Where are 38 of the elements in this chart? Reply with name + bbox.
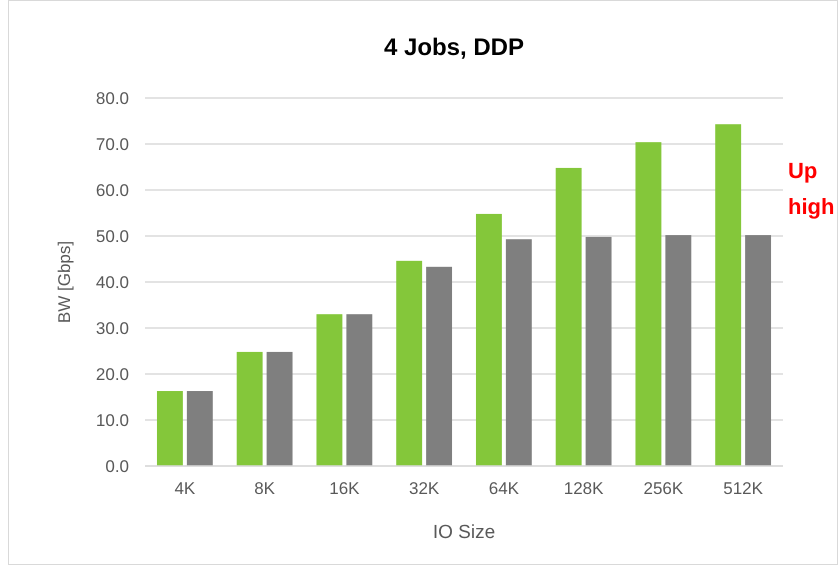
bar — [426, 266, 452, 466]
y-tick-label: 50.0 — [96, 226, 129, 246]
bar — [556, 168, 582, 466]
y-tick-label: 0.0 — [105, 456, 129, 476]
bar — [586, 236, 612, 466]
y-tick-label: 20.0 — [96, 364, 129, 384]
bar — [476, 214, 502, 466]
y-tick-label: 40.0 — [96, 272, 129, 292]
bar — [635, 142, 662, 466]
y-axis-title: BW [Gbps] — [55, 240, 74, 324]
y-tick-label: 10.0 — [96, 410, 129, 430]
bar — [665, 235, 692, 466]
text: Up — [788, 158, 818, 183]
bar — [266, 352, 293, 466]
x-tick-label: 4K — [174, 479, 196, 498]
x-tick-label: 128K — [564, 479, 604, 498]
bar — [186, 391, 213, 466]
x-tick-label: 64K — [488, 479, 520, 498]
bar — [316, 314, 342, 466]
text: high — [788, 194, 834, 219]
x-axis-title: IO Size — [432, 522, 496, 543]
y-tick-label: 30.0 — [96, 318, 129, 338]
bar — [156, 391, 183, 466]
bar — [236, 352, 263, 466]
x-tick-label: 256K — [644, 479, 684, 498]
bar — [715, 124, 742, 466]
bar — [346, 314, 372, 466]
y-tick-label: 80.0 — [96, 88, 129, 108]
x-tick-label: 8K — [254, 479, 276, 498]
x-tick-label: 512K — [723, 479, 764, 498]
bar — [506, 239, 532, 466]
x-tick-label: 32K — [409, 479, 440, 498]
chart-title: 4 Jobs, DDP — [384, 34, 524, 61]
x-tick-label: 16K — [329, 479, 360, 498]
bar — [396, 260, 422, 466]
y-tick-label: 60.0 — [96, 180, 129, 200]
bar — [745, 235, 772, 466]
y-tick-label: 70.0 — [96, 134, 129, 154]
